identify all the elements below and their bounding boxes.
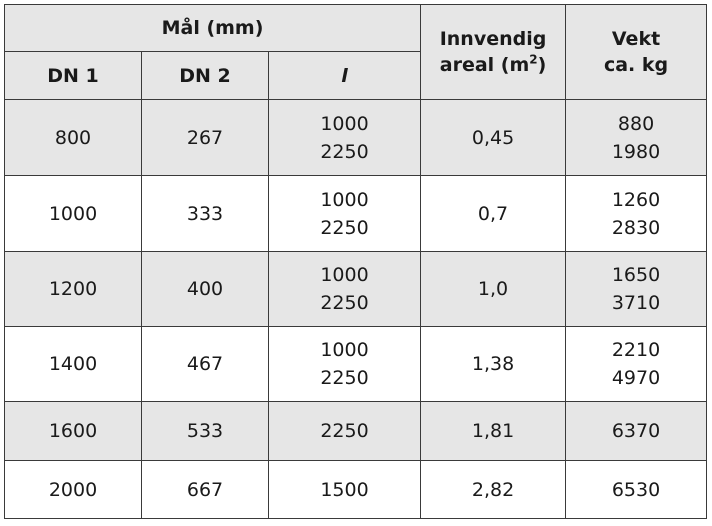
cell-weight-2: 4970 xyxy=(611,367,661,389)
cell-dn1: 1200 xyxy=(4,251,142,327)
cell-l-2: 2250 xyxy=(320,367,369,389)
table-row: 1600 533 2250 1,81 6370 xyxy=(4,401,708,461)
header-area-sup: 2 xyxy=(529,52,538,67)
cell-l: 1500 xyxy=(267,460,422,519)
cell-dn2: 533 xyxy=(141,401,269,461)
cell-dn1: 1000 xyxy=(4,175,142,252)
header-dn1: DN 1 xyxy=(4,51,142,100)
cell-area: 2,82 xyxy=(420,460,567,519)
cell-area: 0,7 xyxy=(420,175,567,252)
cell-weight-1: 2210 xyxy=(611,339,661,361)
cell-weight: 1650 3710 xyxy=(565,251,708,327)
cell-weight-1: 1260 xyxy=(611,188,661,211)
cell-l: 2250 xyxy=(267,401,422,461)
cell-l-1: 1000 xyxy=(320,188,369,211)
cell-weight-2: 3710 xyxy=(611,292,661,314)
cell-dn2: 400 xyxy=(141,251,269,327)
cell-l: 1000 2250 xyxy=(267,251,422,327)
cell-l-2: 2250 xyxy=(320,140,369,163)
group-header-mal: Mål (mm) xyxy=(3,4,422,52)
table-row: 800 267 1000 2250 0,45 880 1980 xyxy=(4,99,708,176)
dimensions-table: Mål (mm) Innvendig areal (m2) Vekt ca. k… xyxy=(3,4,708,519)
header-dn2: DN 2 xyxy=(141,51,269,100)
cell-weight-1: 1650 xyxy=(611,264,661,286)
cell-weight-2: 1980 xyxy=(611,140,661,163)
header-weight-line1: Vekt xyxy=(611,28,661,50)
cell-area: 1,38 xyxy=(420,326,567,402)
header-area: Innvendig areal (m2) xyxy=(420,4,567,100)
table-row: 2000 667 1500 2,82 6530 xyxy=(4,460,708,519)
cell-l: 1000 2250 xyxy=(267,326,422,402)
cell-weight: 2210 4970 xyxy=(565,326,708,402)
table-row: 1000 333 1000 2250 0,7 1260 2830 xyxy=(4,175,708,252)
header-area-text: areal (m xyxy=(439,54,530,76)
header-row-2: DN 1 DN 2 l xyxy=(4,51,707,100)
cell-dn1: 1400 xyxy=(4,326,142,402)
cell-dn2: 467 xyxy=(141,326,269,402)
cell-l-1: 1000 xyxy=(320,112,369,135)
cell-weight: 1260 2830 xyxy=(565,175,708,252)
header-area-line1: Innvendig xyxy=(439,28,547,50)
table-row: 1200 400 1000 2250 1,0 1650 3710 xyxy=(4,251,708,327)
cell-l-1: 1000 xyxy=(320,264,369,286)
cell-dn2: 267 xyxy=(141,99,269,176)
cell-area: 1,0 xyxy=(420,251,567,327)
cell-dn2: 333 xyxy=(141,175,269,252)
cell-dn2: 667 xyxy=(141,460,269,519)
header-l: l xyxy=(267,51,422,100)
cell-l-2: 2250 xyxy=(320,292,369,314)
cell-weight: 6370 xyxy=(565,401,708,461)
cell-weight: 880 1980 xyxy=(565,99,708,176)
header-weight-line2: ca. kg xyxy=(603,54,669,76)
cell-l: 1000 2250 xyxy=(267,99,422,176)
cell-weight-2: 2830 xyxy=(611,216,661,239)
header-row-1: Mål (mm) Innvendig areal (m2) Vekt ca. k… xyxy=(3,4,708,100)
cell-dn1: 800 xyxy=(4,99,142,176)
cell-dn1: 2000 xyxy=(4,460,142,519)
cell-weight: 6530 xyxy=(565,460,708,519)
cell-dn1: 1600 xyxy=(4,401,142,461)
table-row: 1400 467 1000 2250 1,38 2210 4970 xyxy=(4,326,708,402)
header-area-line2: areal (m2) xyxy=(421,52,565,78)
cell-weight-1: 880 xyxy=(617,112,655,135)
header-area-close: ) xyxy=(537,54,547,76)
cell-l-2: 2250 xyxy=(320,216,369,239)
cell-area: 1,81 xyxy=(420,401,567,461)
cell-l: 1000 2250 xyxy=(267,175,422,252)
cell-l-1: 1000 xyxy=(320,339,369,361)
header-weight: Vekt ca. kg xyxy=(565,4,708,100)
cell-area: 0,45 xyxy=(420,99,567,176)
